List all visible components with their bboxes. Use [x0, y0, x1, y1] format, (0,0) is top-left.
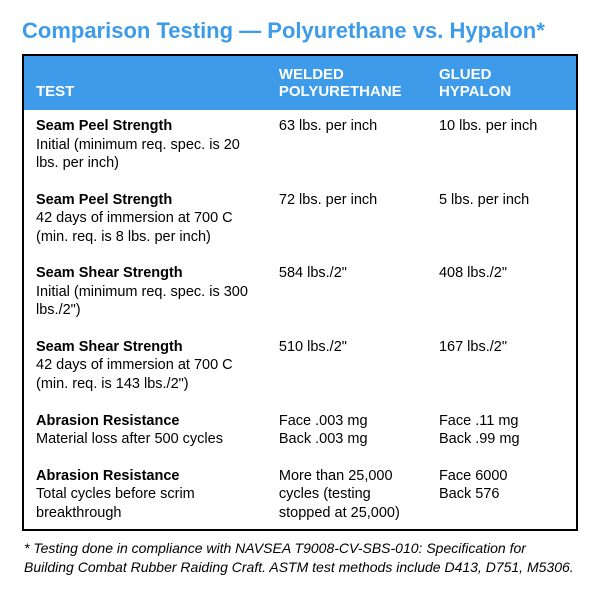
col-header-polyurethane: WELDED POLYURETHANE: [267, 56, 427, 110]
table-row: Abrasion ResistanceTotal cycles before s…: [24, 460, 576, 530]
test-desc: Initial (minimum req. spec. is 20 lbs. p…: [36, 136, 257, 173]
test-cell: Seam Shear StrengthInitial (minimum req.…: [24, 257, 267, 327]
value-polyurethane: 63 lbs. per inch: [267, 110, 427, 180]
test-desc: Material loss after 500 cycles: [36, 430, 257, 449]
test-cell: Seam Peel Strength42 days of immersion a…: [24, 184, 267, 254]
table-row: Seam Shear StrengthInitial (minimum req.…: [24, 257, 576, 327]
test-desc: 42 days of immersion at 700 C (min. req.…: [36, 356, 257, 393]
table-row: Seam Peel StrengthInitial (minimum req. …: [24, 110, 576, 180]
test-desc: 42 days of immersion at 700 C (min. req.…: [36, 209, 257, 246]
test-desc: Initial (minimum req. spec. is 300 lbs./…: [36, 283, 257, 320]
table-row: Seam Shear Strength42 days of immersion …: [24, 331, 576, 401]
value-hypalon: 10 lbs. per inch: [427, 110, 576, 180]
table-body: Seam Peel StrengthInitial (minimum req. …: [24, 110, 576, 529]
test-cell: Abrasion ResistanceTotal cycles before s…: [24, 460, 267, 530]
title-prefix: Comparison Testing —: [22, 18, 261, 43]
col-header-test: TEST: [24, 56, 267, 110]
value-polyurethane: Face .003 mg Back .003 mg: [267, 405, 427, 456]
test-desc: Total cycles before scrim breakthrough: [36, 485, 257, 522]
value-hypalon: 408 lbs./2": [427, 257, 576, 327]
value-polyurethane: 510 lbs./2": [267, 331, 427, 401]
test-name: Abrasion Resistance: [36, 412, 257, 431]
value-hypalon: Face 6000 Back 576: [427, 460, 576, 530]
comparison-table-wrap: TEST WELDED POLYURETHANE GLUED HYPALON S…: [22, 54, 578, 531]
test-name: Seam Shear Strength: [36, 338, 257, 357]
col-header-hypalon: GLUED HYPALON: [427, 56, 576, 110]
test-name: Seam Peel Strength: [36, 191, 257, 210]
test-name: Abrasion Resistance: [36, 467, 257, 486]
value-hypalon: Face .11 mg Back .99 mg: [427, 405, 576, 456]
test-cell: Seam Shear Strength42 days of immersion …: [24, 331, 267, 401]
test-name: Seam Peel Strength: [36, 117, 257, 136]
value-polyurethane: More than 25,000 cycles (testing stopped…: [267, 460, 427, 530]
table-header-row: TEST WELDED POLYURETHANE GLUED HYPALON: [24, 56, 576, 110]
table-row: Seam Peel Strength42 days of immersion a…: [24, 184, 576, 254]
value-polyurethane: 584 lbs./2": [267, 257, 427, 327]
title-suffix: Polyurethane vs. Hypalon*: [261, 18, 545, 43]
value-hypalon: 5 lbs. per inch: [427, 184, 576, 254]
test-cell: Seam Peel StrengthInitial (minimum req. …: [24, 110, 267, 180]
footnote: * Testing done in compliance with NAVSEA…: [22, 539, 578, 577]
value-hypalon: 167 lbs./2": [427, 331, 576, 401]
value-polyurethane: 72 lbs. per inch: [267, 184, 427, 254]
table-row: Abrasion ResistanceMaterial loss after 5…: [24, 405, 576, 456]
page-title: Comparison Testing — Polyurethane vs. Hy…: [22, 18, 578, 44]
test-name: Seam Shear Strength: [36, 264, 257, 283]
test-cell: Abrasion ResistanceMaterial loss after 5…: [24, 405, 267, 456]
comparison-table: TEST WELDED POLYURETHANE GLUED HYPALON S…: [24, 56, 576, 529]
